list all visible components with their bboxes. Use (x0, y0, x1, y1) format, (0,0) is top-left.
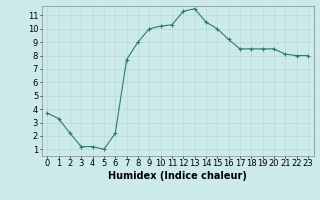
X-axis label: Humidex (Indice chaleur): Humidex (Indice chaleur) (108, 171, 247, 181)
